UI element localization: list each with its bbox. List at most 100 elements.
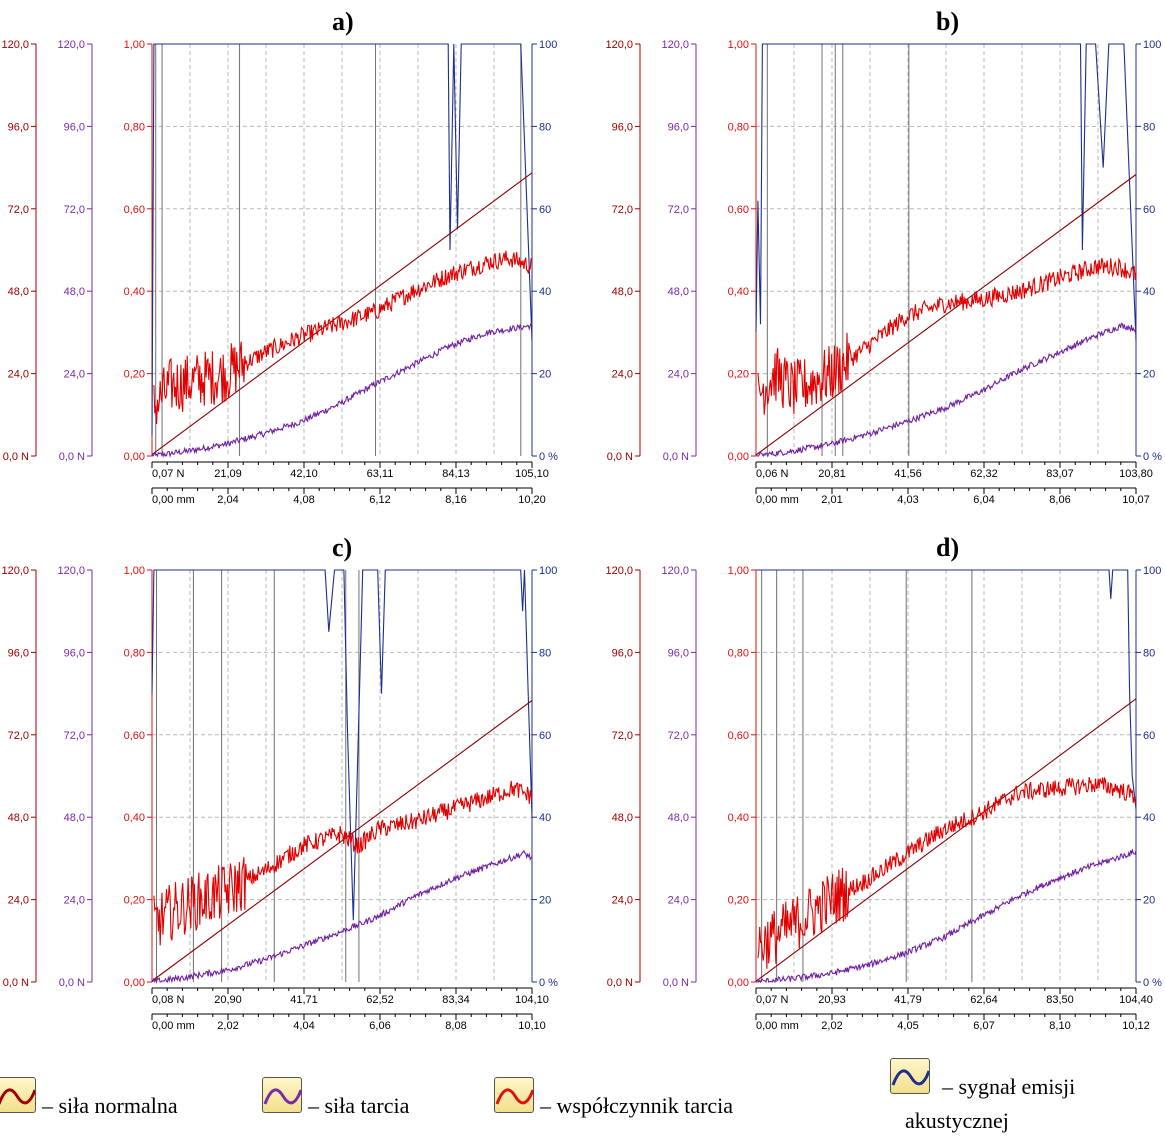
axis-tick-label: 40 — [539, 812, 551, 824]
chart-panel: b) 0,0 N 24,0 48,0 72,0 96,0 120,0 0,0 N 24,0 48,… — [605, 7, 1162, 506]
axis-tick-label: 120,0 — [1, 565, 29, 577]
legend-normal-force: – siła normalna — [42, 1093, 178, 1118]
axis-tick-label: 41,79 — [894, 994, 922, 1006]
axis-tick-label: 0,00 mm — [756, 1020, 799, 1032]
axis-tick-label: 24,0 — [668, 369, 689, 381]
legend-acoustic-emission-line2: akustycznej — [905, 1108, 1009, 1133]
axis-tick-label: 2,01 — [821, 494, 842, 506]
axis-tick-label: 10,12 — [1122, 1020, 1150, 1032]
series-line — [153, 250, 533, 425]
series-line — [153, 780, 533, 946]
axis-tick-label: 0 % — [1143, 451, 1162, 463]
axis-tick-label: 8,08 — [445, 1020, 466, 1032]
axis-tick-label: 24,0 — [612, 369, 633, 381]
series-line — [757, 257, 1137, 415]
axis-tick-label: 100 — [539, 39, 557, 51]
axis-tick-label: 104,40 — [1119, 994, 1153, 1006]
axis-tick-label: 62,52 — [366, 994, 394, 1006]
axis-tick-label: 0,40 — [728, 286, 749, 298]
axis-tick-label: 96,0 — [668, 121, 689, 133]
axis-tick-label: 80 — [539, 647, 551, 659]
axis-tick-label: 84,13 — [442, 468, 470, 480]
axis-tick-label: 10,20 — [518, 494, 546, 506]
axis-tick-label: 21,09 — [214, 468, 242, 480]
axis-tick-label: 83,07 — [1046, 468, 1074, 480]
axis-tick-label: 40 — [1143, 286, 1155, 298]
axis-tick-label: 120,0 — [57, 39, 85, 51]
axis-tick-label: 120,0 — [661, 39, 689, 51]
axis-tick-label: 72,0 — [612, 730, 633, 742]
axis-tick-label: 8,10 — [1049, 1020, 1070, 1032]
axis-tick-label: 0,60 — [124, 204, 145, 216]
axis-tick-label: 62,32 — [970, 468, 998, 480]
axis-tick-label: 20,81 — [818, 468, 846, 480]
axis-tick-label: 100 — [1143, 39, 1161, 51]
axis-tick-label: 96,0 — [8, 647, 29, 659]
axis-tick-label: 2,02 — [217, 1020, 238, 1032]
axis-tick-label: 120,0 — [661, 565, 689, 577]
axis-tick-label: 1,00 — [124, 565, 145, 577]
axis-tick-label: 0,20 — [124, 895, 145, 907]
axis-tick-label: 0,07 N — [152, 468, 184, 480]
axis-tick-label: 83,50 — [1046, 994, 1074, 1006]
axis-tick-label: 0,00 — [124, 451, 145, 463]
axis-tick-label: 0,40 — [124, 286, 145, 298]
axis-tick-label: 41,71 — [290, 994, 318, 1006]
axis-tick-label: 0,20 — [728, 895, 749, 907]
series-line — [151, 849, 533, 985]
axis-tick-label: 6,04 — [973, 494, 994, 506]
axis-tick-label: 96,0 — [8, 121, 29, 133]
axis-tick-label: 96,0 — [612, 647, 633, 659]
axis-tick-label: 0,40 — [124, 812, 145, 824]
axis-tick-label: 24,0 — [64, 895, 85, 907]
series-line — [151, 43, 533, 436]
axis-tick-label: 8,16 — [445, 494, 466, 506]
axis-tick-label: 0,00 mm — [756, 494, 799, 506]
series-line — [756, 848, 1137, 984]
axis-tick-label: 0,0 N — [607, 451, 633, 463]
legend-friction-force: – siła tarcia — [308, 1093, 410, 1118]
axis-tick-label: 0,07 N — [756, 994, 788, 1006]
chart-panel: d) 0,0 N 24,0 48,0 72,0 96,0 120,0 0,0 N 24,0 48,… — [605, 533, 1162, 1032]
axis-tick-label: 0,0 N — [663, 451, 689, 463]
legend-acoustic-emission-line1: – sygnał emisji — [942, 1074, 1076, 1099]
axis-tick-label: 0,0 N — [59, 451, 85, 463]
axis-tick-label: 0,80 — [124, 647, 145, 659]
axis-tick-label: 0,08 N — [152, 994, 184, 1006]
axis-tick-label: 2,02 — [821, 1020, 842, 1032]
axis-tick-label: 24,0 — [64, 369, 85, 381]
axis-tick-label: 80 — [1143, 121, 1155, 133]
axis-tick-label: 0,80 — [124, 121, 145, 133]
axis-tick-label: 2,04 — [217, 494, 238, 506]
axis-tick-label: 0,80 — [728, 647, 749, 659]
axis-tick-label: 0,0 N — [3, 451, 29, 463]
axis-tick-label: 72,0 — [8, 730, 29, 742]
friction-force-legend-icon — [262, 1077, 302, 1113]
axis-tick-label: 0,00 — [124, 977, 145, 989]
axis-tick-label: 83,34 — [442, 994, 470, 1006]
axis-tick-label: 6,07 — [973, 1020, 994, 1032]
axis-tick-label: 1,00 — [728, 565, 749, 577]
series-line — [756, 569, 1137, 810]
series-line — [151, 569, 533, 921]
axis-tick-label: 1,00 — [728, 39, 749, 51]
acoustic-emission-legend-icon — [890, 1058, 930, 1094]
axis-tick-label: 0,00 — [728, 451, 749, 463]
series-line — [151, 700, 533, 982]
axis-tick-label: 72,0 — [668, 730, 689, 742]
panel-title: c) — [332, 533, 352, 562]
axis-tick-label: 20 — [539, 369, 551, 381]
axis-tick-label: 24,0 — [8, 895, 29, 907]
axis-tick-label: 4,08 — [293, 494, 314, 506]
axis-tick-label: 80 — [539, 121, 551, 133]
axis-tick-label: 104,10 — [515, 994, 549, 1006]
axis-tick-label: 80 — [1143, 647, 1155, 659]
panel-title: b) — [936, 7, 959, 36]
axis-tick-label: 72,0 — [64, 204, 85, 216]
series-line — [151, 172, 533, 456]
axis-tick-label: 40 — [1143, 812, 1155, 824]
axis-tick-label: 0,00 mm — [152, 1020, 195, 1032]
axis-tick-label: 96,0 — [64, 647, 85, 659]
axis-tick-label: 0,0 N — [3, 977, 29, 989]
